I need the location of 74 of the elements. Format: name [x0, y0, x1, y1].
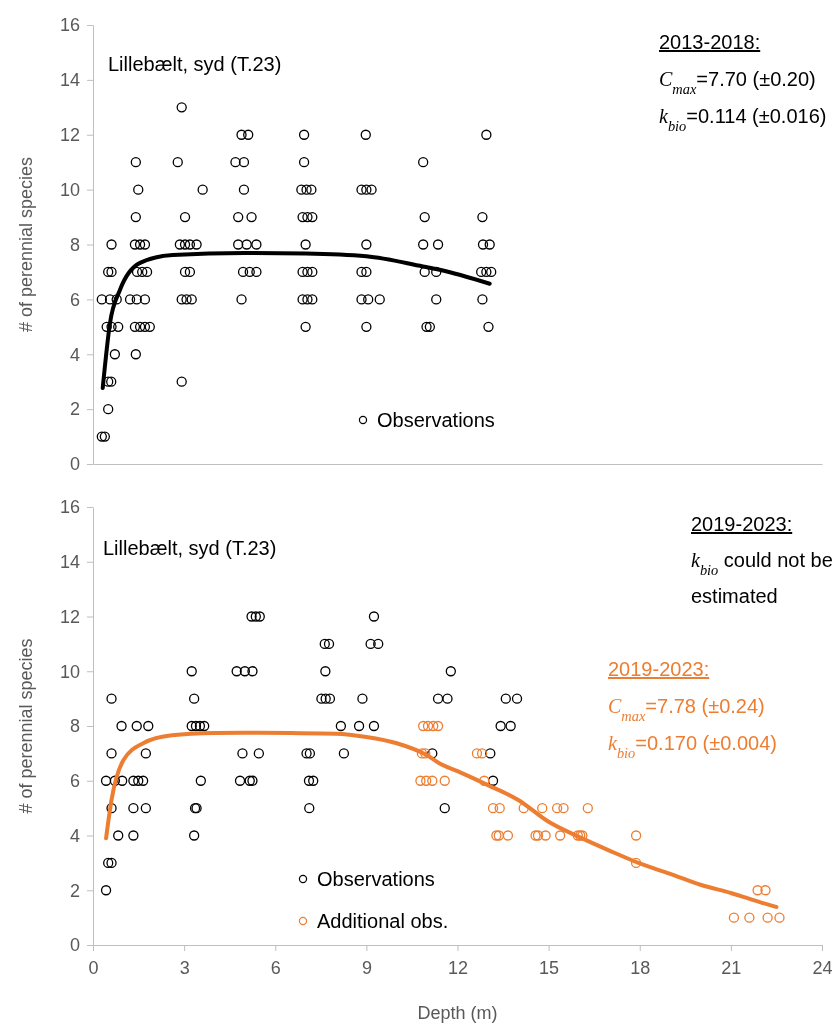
y-tick-label: 8	[69, 716, 80, 737]
point	[476, 748, 488, 759]
legend-label: Observations	[377, 409, 495, 431]
point	[418, 720, 429, 732]
annotation: C$_{max}$=7.70 (±0.20)	[659, 68, 816, 97]
point	[428, 720, 439, 732]
y-tick-label: 4	[69, 825, 80, 846]
point	[558, 802, 569, 814]
x-tick-label: 6	[270, 957, 281, 978]
point	[420, 748, 431, 759]
x-tick-label: 15	[539, 957, 560, 978]
y-tick-label: 8	[69, 234, 80, 255]
point	[540, 830, 551, 841]
y-tick-label: 10	[59, 661, 80, 682]
annotation: Lillebælt, syd (T.23)	[103, 537, 277, 559]
point	[760, 885, 771, 896]
point	[416, 748, 428, 759]
point	[502, 830, 514, 841]
y-tick-label: 6	[69, 771, 80, 792]
y-tick-label: 16	[59, 15, 80, 36]
annotation: k$_{bio}$ could not be estimated	[691, 549, 833, 607]
point	[752, 885, 763, 896]
y-tick-label: 12	[59, 606, 80, 627]
point	[728, 912, 740, 923]
point	[762, 912, 773, 923]
x-axis-title: Depth (m)	[417, 1003, 498, 1023]
x-tick-label: 21	[721, 957, 742, 978]
annotation: C$_{max}$=7.78 (±0.24)	[608, 695, 765, 724]
point	[427, 775, 438, 786]
legend-label: Additional obs.	[317, 910, 449, 932]
annotation: k$_{bio}$=0.170 (±0.004)	[608, 732, 777, 761]
point	[630, 830, 642, 841]
point	[487, 802, 499, 814]
y-tick-label: 4	[69, 344, 80, 365]
x-tick-label: 9	[361, 957, 372, 978]
y-tick-label: 16	[59, 497, 80, 518]
y-axis-title: # of perennial species	[16, 156, 36, 333]
y-tick-label: 10	[59, 179, 80, 200]
point	[479, 775, 490, 786]
y-tick-label: 2	[69, 880, 80, 901]
point	[582, 802, 593, 814]
x-tick-label: 24	[812, 957, 833, 978]
annotation: 2019-2023:	[691, 513, 793, 535]
point	[415, 775, 426, 786]
line-series	[104, 730, 779, 909]
y-tick-label: 14	[59, 552, 80, 573]
y-tick-label: 2	[69, 399, 80, 420]
y-tick-label: 14	[59, 70, 80, 91]
point	[744, 912, 755, 923]
point	[432, 720, 444, 732]
point	[630, 857, 642, 869]
annotation: Lillebælt, syd (T.23)	[108, 53, 282, 75]
point	[422, 720, 434, 732]
y-tick-label: 0	[69, 454, 80, 475]
point	[555, 830, 566, 841]
annotation: 2013-2018:	[659, 31, 761, 53]
point	[421, 775, 432, 786]
point	[537, 802, 548, 814]
x-tick-label: 18	[630, 957, 651, 978]
x-tick-label: 0	[88, 957, 99, 978]
point	[494, 802, 505, 814]
annotation: k$_{bio}$=0.114 (±0.016)	[659, 105, 827, 134]
point	[439, 775, 450, 786]
y-tick-label: 6	[69, 289, 80, 310]
point	[774, 912, 785, 923]
y-tick-label: 0	[69, 935, 80, 956]
annotation: 2019-2023:	[608, 658, 710, 680]
y-tick-label: 12	[59, 125, 80, 146]
x-tick-label: 12	[447, 957, 469, 978]
point	[471, 748, 483, 759]
point	[551, 802, 563, 814]
legend-label: Observations	[317, 868, 435, 890]
y-axis-title: # of perennial species	[16, 638, 36, 814]
x-tick-label: 3	[179, 957, 190, 978]
